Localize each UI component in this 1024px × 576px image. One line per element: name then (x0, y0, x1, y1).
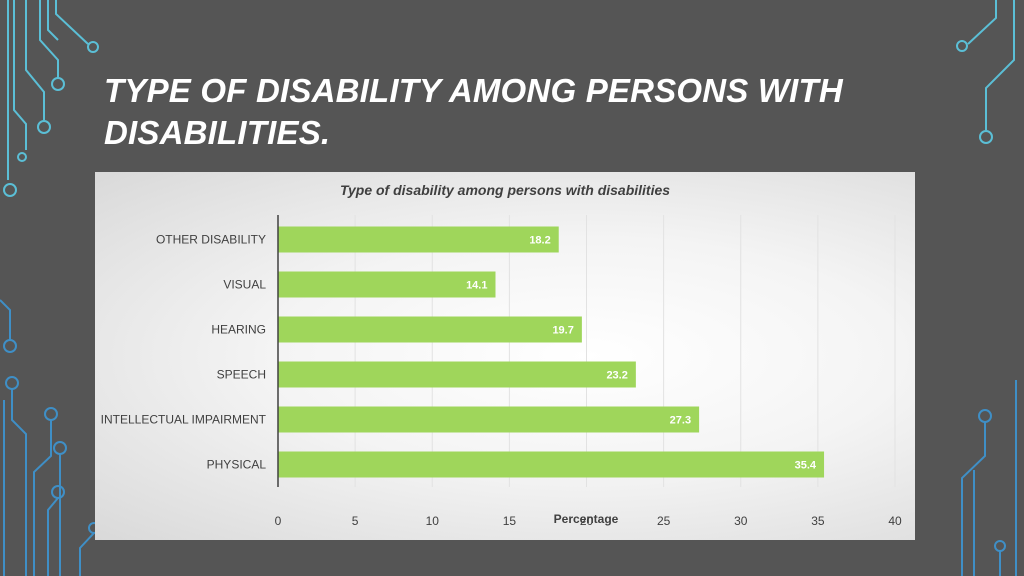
x-tick-label: 15 (503, 514, 517, 528)
bar (278, 226, 559, 253)
x-tick-label: 5 (352, 514, 359, 528)
bar (278, 361, 636, 388)
x-tick-label: 25 (657, 514, 671, 528)
data-label: 18.2 (529, 235, 550, 247)
slide-title: TYPE OF DISABILITY AMONG PERSONS WITH DI… (104, 72, 843, 151)
bar (278, 316, 582, 343)
x-tick-label: 30 (734, 514, 748, 528)
x-tick-label: 10 (426, 514, 440, 528)
category-label: INTELLECTUAL IMPAIRMENT (101, 413, 267, 427)
category-label: VISUAL (223, 278, 266, 292)
x-tick-label: 35 (811, 514, 825, 528)
x-axis-title: Percentage (553, 512, 619, 526)
bar (278, 406, 700, 433)
data-label: 35.4 (795, 460, 817, 472)
category-label: HEARING (211, 323, 266, 337)
x-tick-label: 20 (580, 514, 594, 528)
data-label: 27.3 (670, 415, 691, 427)
chart-title: Type of disability among persons with di… (339, 182, 671, 198)
category-label: OTHER DISABILITY (156, 233, 266, 247)
category-label: PHYSICAL (207, 458, 267, 472)
data-label: 14.1 (466, 280, 487, 292)
bar (278, 271, 496, 298)
chart-panel: OTHER DISABILITY 18.2 VISUAL 14.1 HEARING 19.… (95, 172, 915, 540)
x-tick-label: 0 (275, 514, 282, 528)
category-label: SPEECH (217, 368, 266, 382)
data-label: 23.2 (606, 370, 627, 382)
bar (278, 451, 825, 478)
x-tick-label: 40 (888, 514, 902, 528)
data-label: 19.7 (552, 325, 573, 337)
bar-chart: OTHER DISABILITY 18.2 VISUAL 14.1 HEARING 19.… (101, 215, 902, 528)
